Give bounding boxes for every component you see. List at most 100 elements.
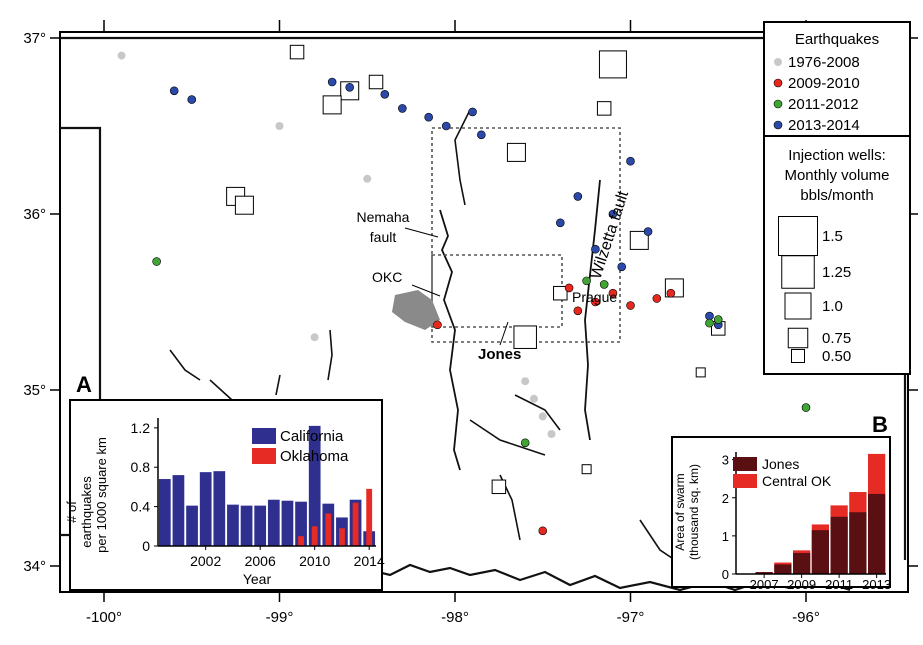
- earthquake-point: [582, 276, 591, 286]
- bar-california: [308, 425, 321, 546]
- injection-well-marker: [506, 142, 526, 162]
- earthquake-point: [591, 297, 600, 307]
- earthquake-point: [608, 209, 618, 219]
- panel-a-letter: A: [76, 372, 92, 397]
- bar-california: [281, 500, 294, 546]
- earthquake-point: [520, 438, 530, 448]
- legend-california-label: California: [280, 428, 344, 445]
- nemaha-arrow: [404, 227, 439, 238]
- earthquake-point: [591, 244, 600, 254]
- earthquake-legend-marker: [773, 120, 783, 130]
- earthquake-point: [275, 122, 284, 130]
- map-xtick-label: -96°: [792, 609, 820, 626]
- map-xtick-label: -99°: [266, 609, 294, 626]
- panel-a-xtick-label: 2014: [354, 553, 385, 569]
- injection-well-marker: [491, 479, 507, 495]
- panel-a-box: [69, 399, 383, 591]
- bar-oklahoma: [311, 526, 318, 546]
- wells-legend-label: 1.25: [822, 264, 851, 281]
- panel-a-xtick-label: 2006: [245, 553, 276, 569]
- earthquake-point: [801, 403, 811, 412]
- earthquake-legend-title: Earthquakes: [795, 31, 879, 48]
- map-ytick-label: 36°: [23, 206, 46, 223]
- earthquake-point: [441, 121, 451, 131]
- wells-legend-title-line3: bbls/month: [800, 187, 873, 204]
- bar-jones: [755, 572, 773, 574]
- injection-wells: [226, 44, 726, 495]
- bar-jones: [849, 512, 867, 574]
- bar-california: [213, 471, 226, 546]
- map-ytick-label: 35°: [23, 382, 46, 399]
- bar-california: [267, 499, 280, 546]
- earthquake-point: [327, 77, 337, 87]
- wells-legend-marker: [781, 255, 815, 289]
- panel-a-ytick-label: 0: [142, 538, 150, 554]
- bar-oklahoma: [339, 528, 345, 546]
- bar-california: [227, 504, 239, 546]
- wells-legend-marker: [791, 349, 805, 363]
- earthquake-point: [666, 288, 676, 298]
- panel-b-xtick-label: 2011: [825, 577, 853, 592]
- prague-label: Prague: [572, 289, 617, 305]
- panel-a: A # of earthquakes per 1000 square km Ye…: [64, 372, 385, 591]
- bar-oklahoma: [298, 536, 304, 546]
- earthquake-point: [617, 262, 627, 272]
- legend-oklahoma-label: Oklahoma: [280, 448, 349, 465]
- earthquake-point: [152, 257, 161, 266]
- okc-arrow: [411, 284, 441, 297]
- earthquake-legend-label: 2013-2014: [788, 117, 860, 134]
- legend-jones-swatch: [733, 457, 757, 471]
- earthquake-points: [117, 51, 881, 536]
- bar-oklahoma: [366, 488, 373, 546]
- earthquake-point: [363, 174, 372, 183]
- earthquake-point: [705, 318, 714, 328]
- earthquake-point: [547, 430, 556, 438]
- bar-california: [158, 479, 171, 546]
- earthquake-point: [573, 192, 583, 201]
- panel-a-xlabel: Year: [243, 571, 272, 587]
- injection-well-marker: [598, 50, 627, 79]
- wells-legend-marker: [778, 216, 818, 256]
- wells-legend-title-line2: Monthly volume: [784, 167, 889, 184]
- panel-b-xtick-label: 2013: [862, 577, 891, 592]
- legend-central-ok-swatch: [733, 474, 757, 488]
- earthquake-point: [555, 218, 565, 228]
- earthquake-legend-label: 2009-2010: [788, 75, 860, 92]
- injection-well-marker: [289, 44, 305, 60]
- okc-label: OKC: [372, 269, 402, 285]
- earthquake-point: [310, 333, 319, 342]
- panel-a-legend: California Oklahoma: [252, 428, 349, 465]
- panel-b: B Area of swarm (thousand sq. km) 0 1 2 3 20…: [671, 412, 891, 592]
- injection-well-marker: [596, 101, 612, 116]
- earthquake-point: [380, 90, 390, 99]
- earthquake-point: [564, 283, 574, 293]
- earthquake-point: [529, 394, 538, 403]
- bar-jones: [774, 564, 792, 574]
- bar-oklahoma: [325, 513, 332, 546]
- panel-a-ylabel-line1: # of: [64, 501, 79, 523]
- injection-well-marker: [695, 367, 706, 378]
- panel-b-letter: B: [872, 412, 888, 437]
- bar-california: [199, 472, 212, 546]
- injection-well-marker: [581, 464, 592, 475]
- bar-jones: [793, 553, 811, 574]
- bar-jones: [868, 493, 886, 574]
- bar-california: [254, 505, 267, 546]
- earthquake-point: [573, 306, 583, 316]
- injection-well-marker: [553, 285, 568, 301]
- wells-legend-label: 0.50: [822, 348, 851, 365]
- panel-a-ylabel-line2: earthquakes: [79, 476, 94, 548]
- map-xtick-label: -98°: [441, 609, 469, 626]
- panel-b-ytick-label: 2: [722, 491, 729, 506]
- panel-b-chart: 0 1 2 3 2007 2009 2011 2013: [722, 452, 891, 592]
- panel-a-ytick-label: 0.4: [131, 499, 151, 515]
- panel-a-xtick-label: 2010: [299, 553, 330, 569]
- jones-label: Jones: [478, 346, 521, 363]
- panel-a-ylabel-line3: per 1000 square km: [94, 437, 109, 553]
- earthquake-point: [626, 156, 635, 166]
- earthquake-legend-label: 2011-2012: [788, 96, 859, 113]
- panel-a-ytick-label: 1.2: [131, 420, 151, 436]
- injection-well-marker: [513, 325, 537, 349]
- earthquake-point: [521, 377, 530, 386]
- earthquake-point: [599, 280, 609, 289]
